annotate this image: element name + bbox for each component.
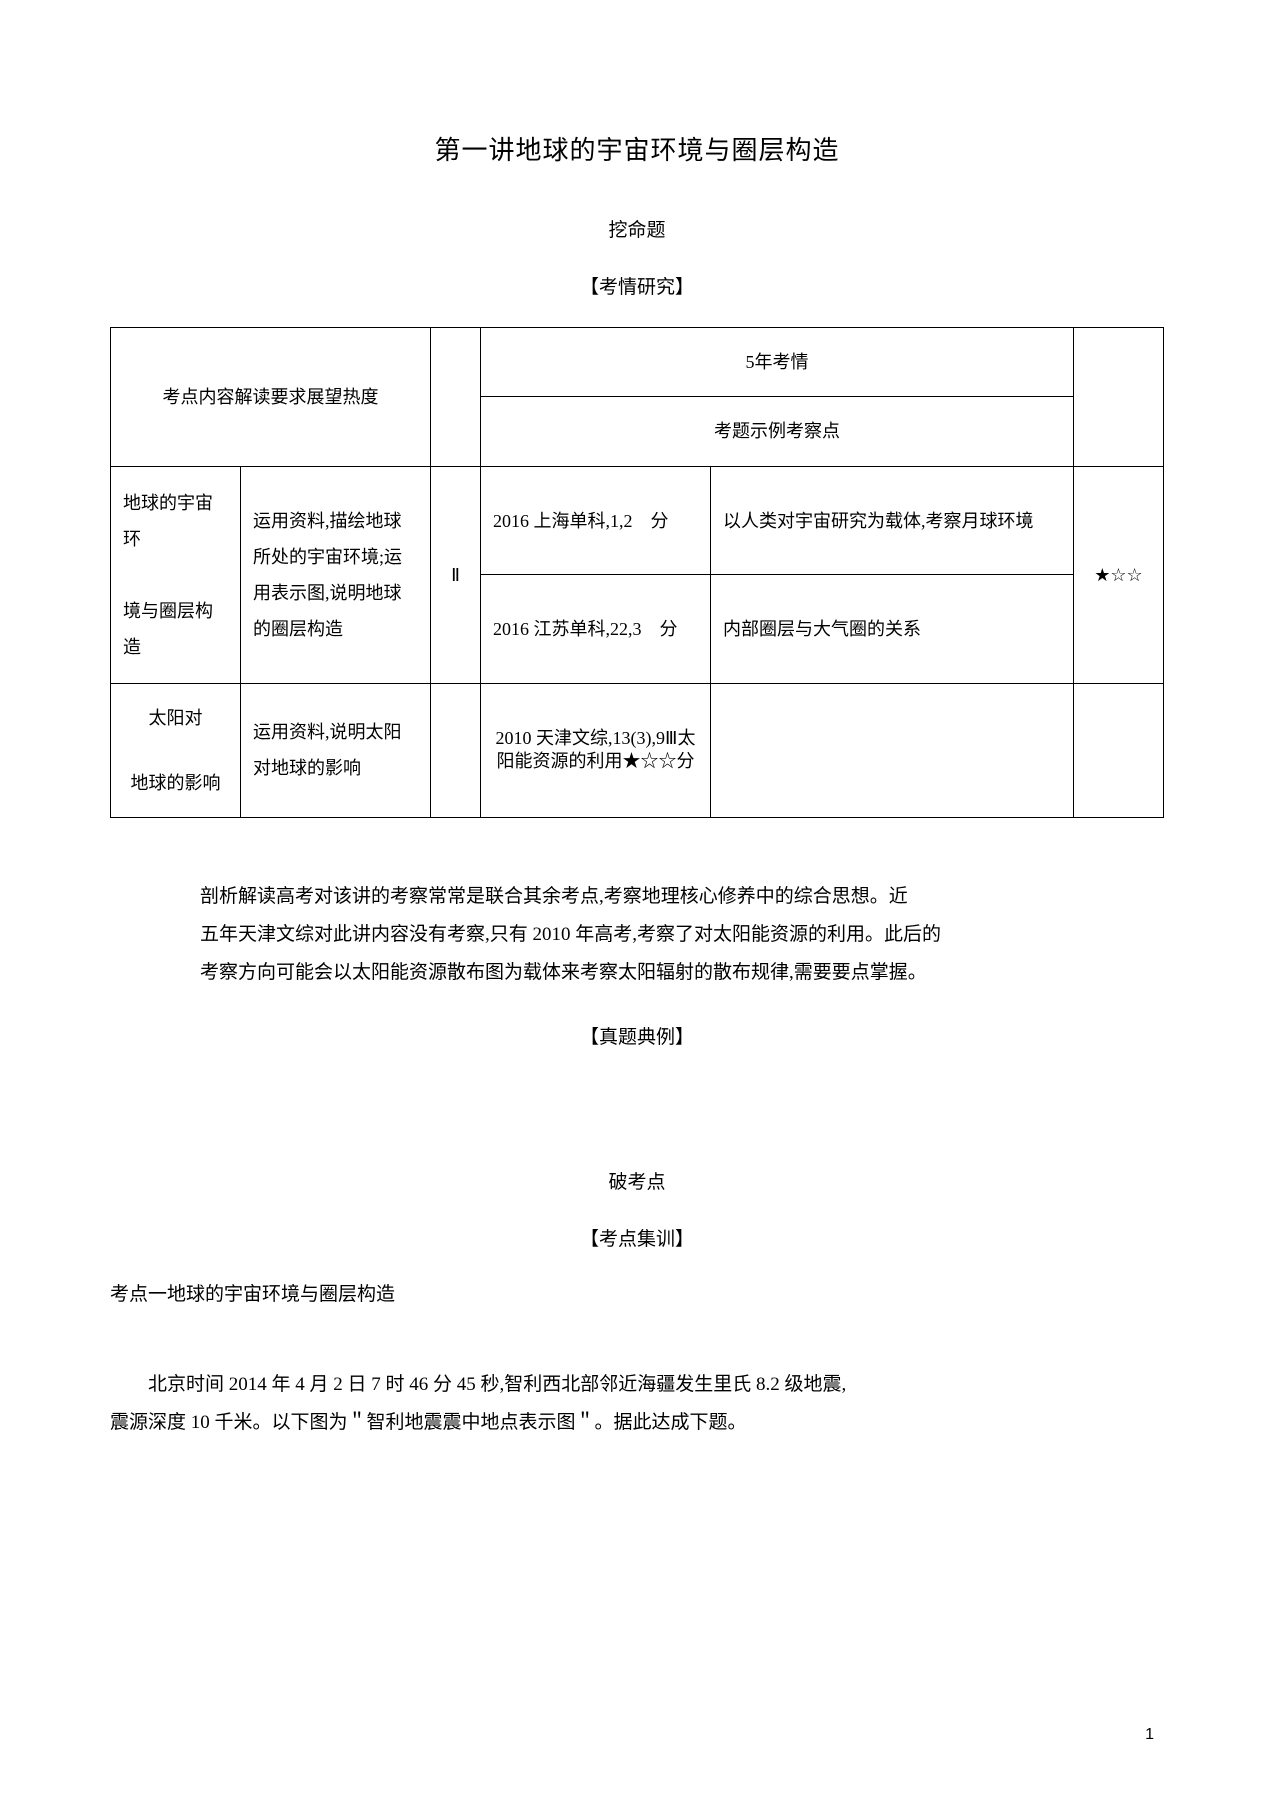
r2-blank2 [711,732,1073,768]
r1-topic: 地球的宇宙环 境与圈层构造 [111,467,240,683]
r1-ex-a: 2016 上海单科,1,2 分 [481,485,710,557]
r2-ex: 2010 天津文综,13(3),9Ⅲ太阳能资源的利用★☆☆分 [481,709,710,792]
body-paragraph: 北京时间 2014 年 4 月 2 日 7 时 46 分 45 秒,智利西北部邻… [110,1366,1164,1442]
subheading-2: 破考点 [110,1167,1164,1194]
th-example: 考题示例考察点 [481,397,1073,465]
r2-topic-a: 太阳对 [149,708,203,728]
exam-table: 考点内容解读要求展望热度 5年考情 考题示例考察点 地球的宇宙环 境与圈层构造 … [110,327,1164,818]
th-blank [431,379,480,415]
r1-pt-a: 以人类对宇宙研究为载体,考察月球环境 [711,485,1073,557]
th-left: 考点内容解读要求展望热度 [111,363,430,431]
r2-blank1 [431,732,480,768]
r1-ex-b: 2016 江苏单科,22,3 分 [481,593,710,665]
analysis-l2: 五年天津文综对此讲内容没有考察,只有 2010 年高考,考察了对太阳能资源的利用… [200,916,1124,954]
spacer [110,1077,1164,1167]
analysis-block: 剖析解读高考对该讲的考察常常是联合其余考点,考察地理核心修养中的综合思想。近 五… [110,878,1164,992]
body-l2: 震源深度 10 千米。以下图为＂智利地震震中地点表示图＂。据此达成下题。 [110,1412,747,1433]
section-label-1: 【考情研究】 [110,272,1164,299]
r1-level: Ⅱ [431,541,480,609]
analysis-l3: 考察方向可能会以太阳能资源散布图为载体来考察太阳辐射的散布规律,需要要点掌握。 [200,954,1124,992]
page-title: 第一讲地球的宇宙环境与圈层构造 [110,130,1164,167]
r1-star: ★☆☆ [1074,541,1163,609]
r1-topic-a: 地球的宇宙环 [123,493,213,549]
page-number: 1 [1145,1726,1154,1744]
subheading-1: 挖命题 [110,215,1164,242]
topic-heading: 考点一地球的宇宙环境与圈层构造 [110,1279,1164,1306]
r2-desc: 运用资料,说明太阳对地球的影响 [241,696,430,804]
body-l1: 北京时间 2014 年 4 月 2 日 7 时 46 分 45 秒,智利西北部邻… [110,1366,1164,1404]
r2-topic-b: 地球的影响 [131,773,221,793]
r1-pt-b: 内部圈层与大气圈的关系 [711,593,1073,665]
r1-desc: 运用资料,描绘地球所处的宇宙环境;运用表示图,说明地球的圈层构造 [241,485,430,665]
analysis-l1: 剖析解读高考对该讲的考察常常是联合其余考点,考察地理核心修养中的综合思想。近 [200,878,1124,916]
section-label-3: 【考点集训】 [110,1224,1164,1251]
r2-topic: 太阳对 地球的影响 [111,684,240,817]
th-5year: 5年考情 [481,328,1073,396]
th-right-blank [1074,379,1163,415]
r2-blank3 [1074,732,1163,768]
r1-topic-b: 境与圈层构造 [123,601,213,657]
section-label-2: 【真题典例】 [110,1022,1164,1049]
